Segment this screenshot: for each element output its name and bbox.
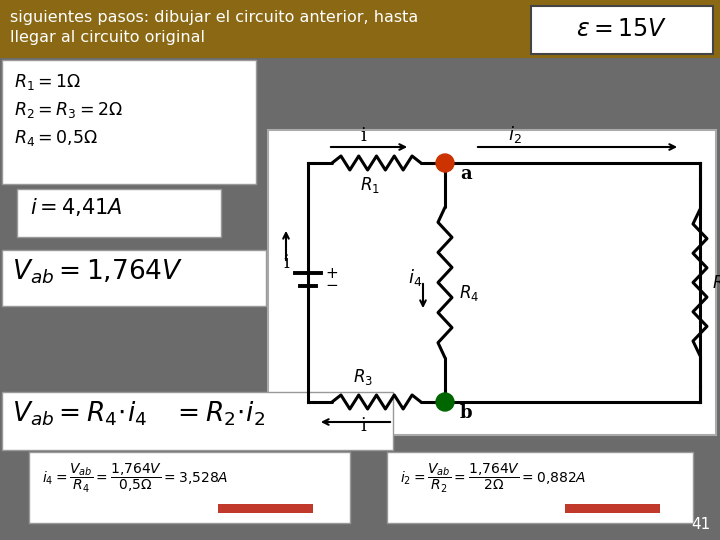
Text: b: b: [460, 404, 472, 422]
Circle shape: [436, 154, 454, 172]
FancyBboxPatch shape: [531, 6, 713, 54]
Text: $i_2$: $i_2$: [508, 124, 522, 145]
Text: $i_4 = \dfrac{V_{ab}}{R_4} = \dfrac{1{,}764V}{0{,}5\Omega} = 3{,}528A$: $i_4 = \dfrac{V_{ab}}{R_4} = \dfrac{1{,}…: [42, 462, 228, 495]
Text: $V_{ab} = R_4 \!\cdot\! i_4 \quad = R_2 \!\cdot\! i_2$: $V_{ab} = R_4 \!\cdot\! i_4 \quad = R_2 …: [12, 400, 265, 429]
Text: $R_4$: $R_4$: [459, 283, 480, 303]
FancyBboxPatch shape: [218, 504, 313, 513]
Text: a: a: [460, 165, 472, 183]
FancyBboxPatch shape: [17, 189, 221, 237]
Text: $R_1$: $R_1$: [360, 175, 380, 195]
Text: i: i: [360, 417, 366, 435]
Circle shape: [436, 393, 454, 411]
FancyBboxPatch shape: [2, 60, 256, 184]
Text: $i = 4{,}41A$: $i = 4{,}41A$: [30, 196, 122, 218]
Text: siguientes pasos: dibujar el circuito anterior, hasta: siguientes pasos: dibujar el circuito an…: [10, 10, 418, 25]
FancyBboxPatch shape: [387, 452, 693, 523]
Text: $i_2 = \dfrac{V_{ab}}{R_2} = \dfrac{1{,}764V}{2\Omega} = 0{,}882A$: $i_2 = \dfrac{V_{ab}}{R_2} = \dfrac{1{,}…: [400, 462, 587, 495]
Text: i: i: [283, 254, 289, 272]
FancyBboxPatch shape: [0, 0, 720, 58]
FancyBboxPatch shape: [565, 504, 660, 513]
Text: $i_4$: $i_4$: [408, 267, 422, 288]
Text: $R_2$: $R_2$: [712, 273, 720, 293]
Text: $V_{ab} = 1{,}764V$: $V_{ab} = 1{,}764V$: [12, 257, 184, 286]
FancyBboxPatch shape: [29, 452, 350, 523]
Text: i: i: [360, 127, 366, 145]
Text: $R_2 = R_3 = 2\Omega$: $R_2 = R_3 = 2\Omega$: [14, 100, 123, 120]
Text: $R_4 = 0{,}5\Omega$: $R_4 = 0{,}5\Omega$: [14, 128, 98, 148]
Text: llegar al circuito original: llegar al circuito original: [10, 30, 205, 45]
Text: 41: 41: [690, 517, 710, 532]
Text: $R_3$: $R_3$: [353, 367, 373, 387]
FancyBboxPatch shape: [2, 250, 266, 306]
FancyBboxPatch shape: [2, 392, 393, 450]
Text: $\varepsilon = 15V$: $\varepsilon = 15V$: [576, 18, 667, 42]
Text: +: +: [325, 266, 338, 280]
Text: −: −: [325, 279, 338, 294]
FancyBboxPatch shape: [268, 130, 716, 435]
Text: $R_1 = 1\Omega$: $R_1 = 1\Omega$: [14, 72, 81, 92]
